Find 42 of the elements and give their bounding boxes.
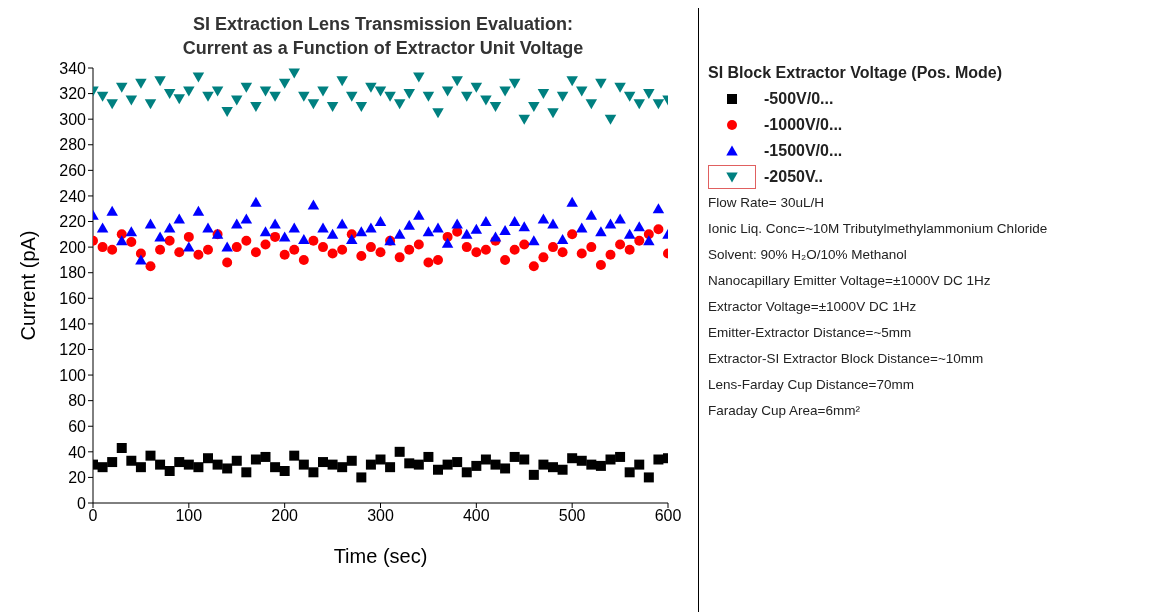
text: Extractor Voltage=±1000V DC 1Hz [708, 298, 918, 316]
y-tick-label: 120 [59, 341, 87, 359]
y-tick-label: 260 [59, 162, 87, 180]
y-tick-label: 140 [59, 315, 87, 333]
y-tick-label: 40 [68, 443, 87, 461]
x-tick-label: 300 [367, 507, 394, 525]
legend-label: -1000V/0... [764, 116, 843, 134]
legend-title: SI Block Extractor Voltage (Pos. Mode) [708, 64, 1003, 82]
y-tick-label: 100 [59, 366, 87, 384]
x-tick-label: 400 [462, 507, 490, 525]
text: Emitter-Extractor Distance=~5mm [708, 324, 913, 342]
y-tick-label: 80 [68, 392, 87, 410]
y-tick-label: 20 [68, 469, 87, 487]
y-tick-label: 340 [59, 59, 87, 77]
text: Ionic Liq. Conc=~10M Tributylmethylammonium Chloride [708, 220, 1048, 238]
y-tick-label: 320 [59, 85, 87, 103]
y-tick-label: 240 [59, 187, 87, 205]
x-tick-label: 600 [654, 507, 682, 525]
legend-label: -1500V/0... [764, 142, 843, 160]
legend-label: -2050V.. [764, 168, 824, 186]
legend-label: -500V/0... [764, 90, 834, 108]
x-tick-label: 100 [175, 507, 203, 525]
y-tick-label: 200 [59, 238, 87, 256]
text: Flow Rate= 30uL/H [708, 194, 825, 212]
y-tick-label: 220 [59, 213, 87, 231]
text: Extractor-SI Extractor Block Distance=~10mm [708, 350, 985, 368]
x-axis-title: Time (sec) [333, 545, 428, 567]
text: Faraday Cup Area=6mm² [708, 402, 861, 420]
y-tick-label: 280 [59, 136, 87, 154]
y-tick-label: 60 [68, 417, 87, 435]
text: Solvent: 90% H₂O/10% Methanol [708, 246, 908, 264]
y-tick-label: 0 [77, 494, 87, 512]
x-tick-label: 200 [271, 507, 299, 525]
y-tick-label: 180 [59, 264, 87, 282]
y-tick-label: 160 [59, 289, 87, 307]
y-axis-title: Current (pA) [17, 230, 40, 341]
text: Nanocapillary Emitter Voltage=±1000V DC 1Hz [708, 272, 992, 290]
chart-title: SI Extraction Lens Transmission Evaluation: Current as a Function of Extractor Unit Voltage [182, 14, 584, 58]
x-tick-label: 0 [88, 507, 98, 525]
y-tick-label: 300 [59, 110, 87, 128]
x-tick-label: 500 [558, 507, 586, 525]
text: Lens-Farday Cup Distance=70mm [708, 376, 915, 394]
